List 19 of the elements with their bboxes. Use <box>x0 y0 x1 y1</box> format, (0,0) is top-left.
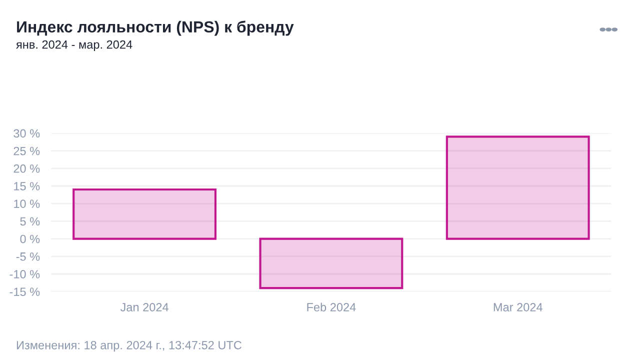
x-tick-label: Feb 2024 <box>307 302 356 312</box>
y-tick-label: 0 % <box>20 234 40 244</box>
y-tick-label: 10 % <box>14 200 40 208</box>
y-tick-label: 20 % <box>14 164 40 173</box>
text: Изменения: 18 апр. 2024 г., 13:47:52 UTC <box>16 340 242 352</box>
chart-title: Индекс лояльности (NPS) к бренду <box>17 20 294 36</box>
bar <box>259 238 404 290</box>
y-tick-label: -15 % <box>10 288 40 296</box>
y-tick-label: -5 % <box>16 252 40 261</box>
y-tick-label: 30 % <box>14 129 40 138</box>
y-tick-label: 25 % <box>14 146 40 156</box>
bar <box>72 188 217 240</box>
x-tick-label: Jan 2024 <box>120 303 168 312</box>
y-tick-label: -10 % <box>10 270 40 278</box>
bar <box>446 136 590 240</box>
chart-subtitle: янв. 2024 - мар. 2024 <box>16 40 132 52</box>
x-tick-label: Mar 2024 <box>494 303 542 312</box>
y-tick-label: 5 % <box>20 217 40 226</box>
y-tick-label: 15 % <box>14 182 40 190</box>
